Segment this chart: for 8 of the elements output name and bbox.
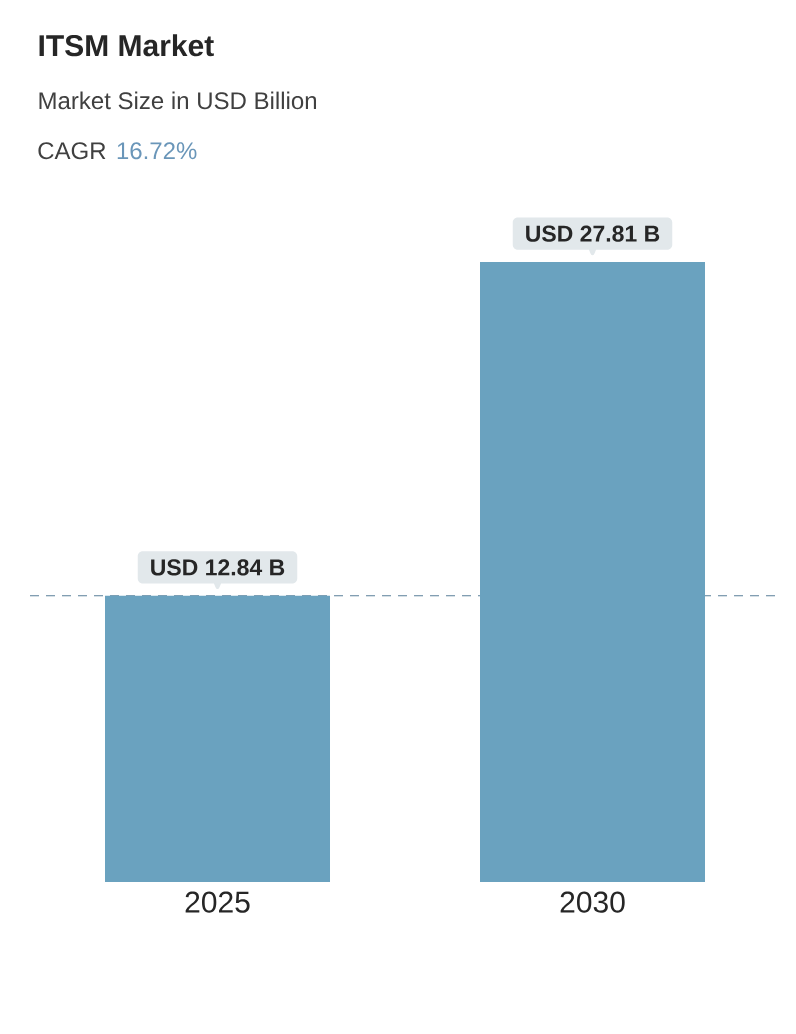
chart-title: ITSM Market xyxy=(39,34,214,57)
data-label: USD 12.84 B xyxy=(151,559,285,576)
chart-subtitle: Market Size in USD Billion xyxy=(39,91,317,110)
data-label: USD 27.81 B xyxy=(526,225,660,242)
text: 16.72% xyxy=(117,142,197,160)
text: CAGR xyxy=(38,142,106,160)
x-tick-label: 2030 xyxy=(560,891,625,913)
x-tick-label: 2025 xyxy=(185,891,250,913)
